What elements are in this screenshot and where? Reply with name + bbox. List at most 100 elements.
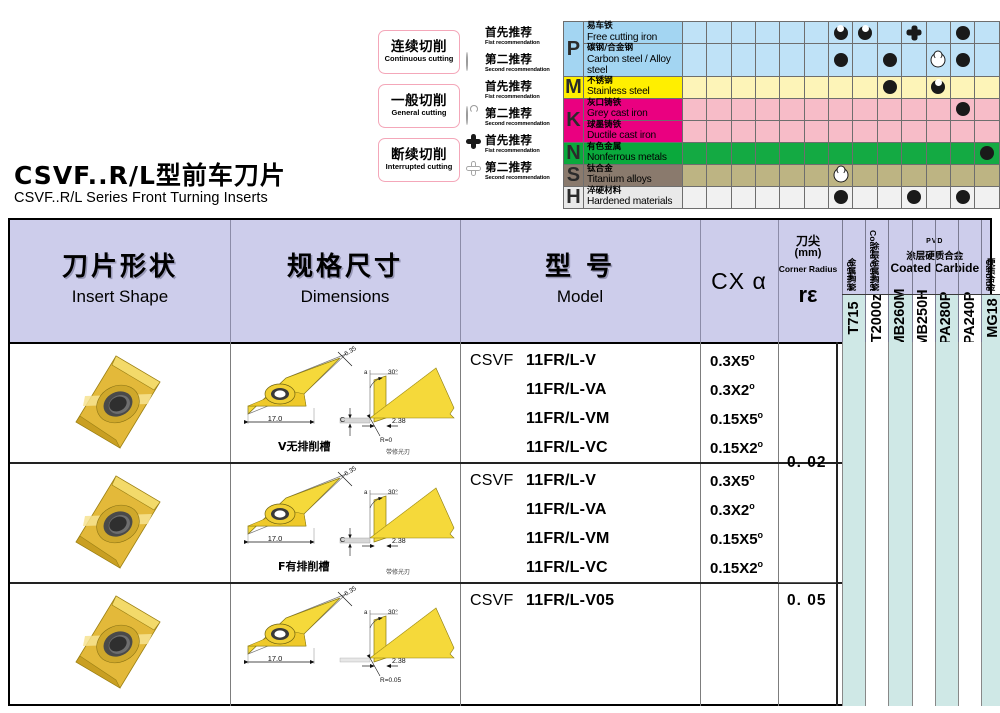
edge-geometry-detail: 30° a R=0.05 [339,607,455,684]
material-mark-cell [876,141,903,165]
material-mark-cell [754,163,781,187]
material-mark-cell [901,119,927,143]
material-mark-cell [803,141,830,165]
material-name-en: Hardened materials [586,196,673,208]
material-name-cn: 灰口铸铁 [586,97,622,108]
svg-text:C: C [340,537,345,544]
model-name: 11FR/L-V05 [526,592,615,609]
filled-notched-circle-icon [833,24,848,40]
filled-circle-icon [955,190,970,205]
material-mark-cell [901,43,927,77]
svg-text:a: a [364,490,368,496]
grade-label: T2000z [868,293,885,343]
material-name-cn: 钛合金 [586,163,613,174]
material-mark-cell [779,119,805,143]
model-name: 11FR/L-V [526,472,597,489]
rec-label-cn: 首先推荐 [485,79,533,93]
svg-text:R=0.05: R=0.05 [380,677,402,684]
material-name-cell: 碳钢/合金钢 Carbon steel / Alloy steel [582,43,683,77]
material-mark-cell [730,119,756,143]
grade-label: PA280P [938,291,955,345]
material-mark-cell [779,185,805,209]
dimensions-cell: 17.0 6.35 2.38 [234,584,462,702]
model-name: 11FR/L-VA [526,381,607,398]
material-mark-cell [803,75,830,99]
svg-text:C: C [340,417,345,424]
rec-label-en: Second recommendation [485,175,550,181]
insert-dimension-drawing: 17.0 6.35 2.38 [243,465,406,549]
material-group-letter-k: K [563,97,584,143]
material-mark-cell [706,141,732,165]
filled-circle-icon [955,25,970,40]
material-mark-cell [876,119,903,143]
condition-label-cn: 断续切削 [391,147,447,164]
material-name-cell: 易车铁 Free cutting iron [582,21,683,44]
material-mark-cell [754,185,781,209]
header-radius-unit: (mm) [794,247,822,259]
rec-label-en: Fist recommendation [485,40,540,46]
material-mark-cell [681,21,708,44]
material-mark-cell [852,119,878,143]
condition-box-continuous: 连续切削 Continuous cutting [378,30,460,74]
rec-label-cn: 第二推荐 [485,52,533,66]
material-mark-cell [876,185,903,209]
model-name: 11FR/L-VM [526,410,610,427]
model-row: 11FR/L-VA [470,381,607,399]
material-mark-cell [803,43,830,77]
material-mark-cell [925,119,952,143]
filled-cross-icon [466,134,482,150]
svg-text:2.38: 2.38 [392,538,406,545]
grade-label: MG18 [984,298,1000,338]
material-mark-cell [779,43,805,77]
material-name-en: Grey cast iron [586,108,648,120]
material-mark-cell [681,119,708,143]
material-mark-cell [779,75,805,99]
recommendation-first: 首先推荐 Fist recommendation [466,24,566,51]
material-mark-cell [754,119,781,143]
material-mark-cell [754,97,781,121]
material-mark-cell [706,119,732,143]
cutting-condition-legend: 连续切削 Continuous cutting 首先推荐 Fist recomm… [378,24,558,204]
model-prefix: CSVF [470,352,514,369]
material-mark-cell [852,185,878,209]
material-mark-cell [803,21,830,44]
corner-radius-value: 0. 02 [787,454,827,471]
header-shape-cn: 刀片形状 [61,252,178,282]
rec-label-en: Second recommendation [485,67,550,73]
material-name-cell: 球墨铸铁 Ductile cast iron [582,119,683,143]
svg-text:17.0: 17.0 [268,654,283,663]
grade-column-mb250h: MB250H [911,289,935,347]
filled-notched-circle-icon [466,80,482,96]
material-mark-cell [730,97,756,121]
grade-group-2: PVD涂层硬质合金Coated Carbide [890,238,980,275]
insert-dimension-drawing: 17.0 6.35 2.38 [243,585,406,669]
model-name: 11FR/L-V [526,352,597,369]
material-name-cn: 淬硬材料 [586,185,622,196]
filled-circle-icon [955,102,970,117]
material-mark-cell [730,43,756,77]
material-mark-cell [730,21,756,44]
material-row: S 钛合金 Titanium alloys [563,163,1000,187]
material-mark-cell [974,43,1000,77]
material-group-letter-n: N [563,141,584,165]
material-name-cn: 有色金属 [586,141,622,152]
grade-stripe-mg18 [981,342,1000,706]
recommendation-second: 第二推荐 Second recommendation [466,51,566,78]
insert-3d-illustration [75,355,161,449]
material-mark-cell [754,43,781,77]
material-mark-cell [706,163,732,187]
material-group-letter-p: P [563,21,584,77]
legend-row-general: 一般切削 General cutting 首先推荐 Fist recommend… [378,78,558,132]
header-cx-label: CX α [711,268,767,294]
material-mark-cell [730,185,756,209]
open-cross-icon [466,161,482,177]
material-mark-cell [974,21,1000,44]
cx-angle-value: 0.3X2o [710,501,755,519]
model-name: 11FR/L-VA [526,501,607,518]
material-mark-cell [925,185,952,209]
header-dimensions-en: Dimensions [300,287,390,306]
material-mark-cell [950,141,976,165]
material-group-letter-m: M [563,75,584,99]
material-mark-cell [779,97,805,121]
model-name: 11FR/L-VC [526,439,608,456]
